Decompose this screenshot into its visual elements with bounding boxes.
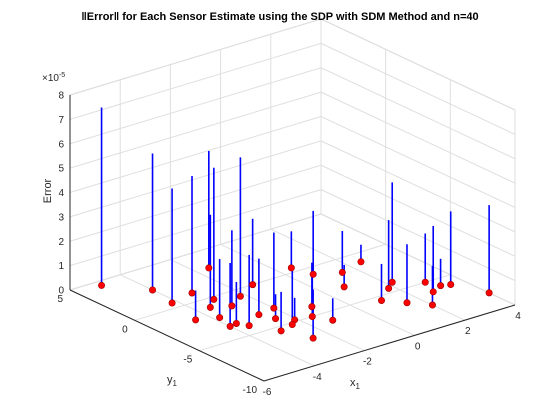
stem-lines xyxy=(100,107,490,339)
grid-side-z xyxy=(320,18,516,111)
stem-marker xyxy=(287,264,295,272)
stem-marker xyxy=(149,286,157,294)
x-axis-line xyxy=(263,304,516,382)
grid-back-z xyxy=(69,18,322,96)
grid-back-z xyxy=(69,140,322,218)
x-axis-label-subscript: 1 xyxy=(356,382,361,391)
stem-marker xyxy=(236,292,244,300)
stem-marker xyxy=(206,303,214,311)
stem-markers xyxy=(98,258,493,342)
stem-marker xyxy=(421,278,429,286)
stem-marker xyxy=(98,281,106,289)
stem-marker xyxy=(447,281,455,289)
grid-side-z xyxy=(320,116,516,208)
stem-marker xyxy=(308,312,316,320)
stem-marker xyxy=(428,301,436,309)
z-axis-exponent-power: -5 xyxy=(59,72,65,79)
stem-marker xyxy=(205,264,213,272)
y-tick-label: 0 xyxy=(122,324,128,335)
stem-marker xyxy=(255,311,263,319)
x-tick-label: -2 xyxy=(363,357,372,368)
grid-side-z xyxy=(320,140,516,233)
stem-marker xyxy=(357,258,365,266)
stem-marker xyxy=(249,281,257,289)
stem-marker xyxy=(228,302,236,310)
stem-marker xyxy=(288,321,296,329)
stem-marker xyxy=(216,314,224,322)
grid-back-z xyxy=(69,213,322,291)
stem-marker xyxy=(188,289,196,297)
stem-marker xyxy=(270,304,278,312)
chart-title: ‖Error‖ for Each Sensor Estimate using t… xyxy=(81,11,478,23)
stem-marker xyxy=(245,322,253,330)
grid-side-z xyxy=(320,67,516,160)
z-axis-label: Error xyxy=(42,178,54,203)
y-tick-label: 5 xyxy=(57,294,63,305)
z-tick-label: 5 xyxy=(58,164,64,175)
x-tick-label: 4 xyxy=(515,311,521,322)
stem-marker xyxy=(272,315,280,323)
stem-marker xyxy=(437,282,445,290)
z-tick-label: 7 xyxy=(58,115,64,126)
y-axis-label: y1 xyxy=(167,374,178,388)
y-axis-label-main: y xyxy=(167,374,173,386)
stem-marker xyxy=(377,296,385,304)
x-tick-label: -4 xyxy=(313,372,322,383)
stem-marker xyxy=(226,322,234,330)
stem-marker xyxy=(210,295,218,303)
stem-marker xyxy=(232,319,240,327)
y-tick-label: -10 xyxy=(243,385,258,396)
stem-marker xyxy=(308,303,316,311)
stem-marker xyxy=(403,299,411,307)
y-tick-label: -5 xyxy=(183,355,192,366)
grid-side-z xyxy=(320,91,516,184)
stem-marker xyxy=(485,289,493,297)
x-axis-label: x1 xyxy=(350,377,361,391)
grid-floor-y xyxy=(199,274,451,352)
z-tick-label: 0 xyxy=(58,286,64,297)
z-tick-label: 2 xyxy=(58,237,64,248)
stem-marker xyxy=(309,334,317,342)
grid-side-z xyxy=(320,189,516,282)
grid-back-z xyxy=(69,91,322,169)
z-tick-label: 6 xyxy=(58,139,64,150)
grid-side-z xyxy=(320,164,516,257)
grid-back-z xyxy=(69,189,322,267)
grid-side-z xyxy=(320,42,516,135)
stem-marker xyxy=(388,278,396,286)
grid-back-z xyxy=(69,67,322,145)
z-tick-label: 8 xyxy=(58,91,64,102)
y-axis-label-subscript: 1 xyxy=(173,379,178,388)
y-axis-line xyxy=(69,289,265,382)
stem-marker xyxy=(192,316,200,324)
x-axis-label-main: x xyxy=(350,377,356,389)
grid-floor-x xyxy=(170,259,365,352)
z-tick-label: 3 xyxy=(58,212,64,223)
stem-marker xyxy=(329,316,337,324)
stem-marker xyxy=(385,284,393,292)
axis-lines xyxy=(69,95,516,382)
grid-floor-y xyxy=(134,243,386,321)
grid-back-z xyxy=(69,164,322,242)
stem-marker xyxy=(340,283,348,291)
grid-back-z xyxy=(69,116,322,193)
x-tick-label: 2 xyxy=(465,326,471,337)
z-axis-exponent-base: ×10 xyxy=(42,73,59,84)
x-tick-label: 0 xyxy=(415,341,421,352)
z-tick-label: 1 xyxy=(58,261,64,272)
stem-marker xyxy=(429,288,437,296)
stem-marker xyxy=(309,270,317,278)
z-tick-label: 4 xyxy=(58,188,64,199)
grid-back-z xyxy=(69,42,322,120)
stem-marker xyxy=(277,327,285,335)
grid-side-z xyxy=(320,213,516,306)
stem-marker xyxy=(168,299,176,307)
z-axis-exponent: ×10-5 xyxy=(42,72,65,84)
x-tick-label: -6 xyxy=(263,387,272,398)
stem-marker xyxy=(338,268,346,276)
